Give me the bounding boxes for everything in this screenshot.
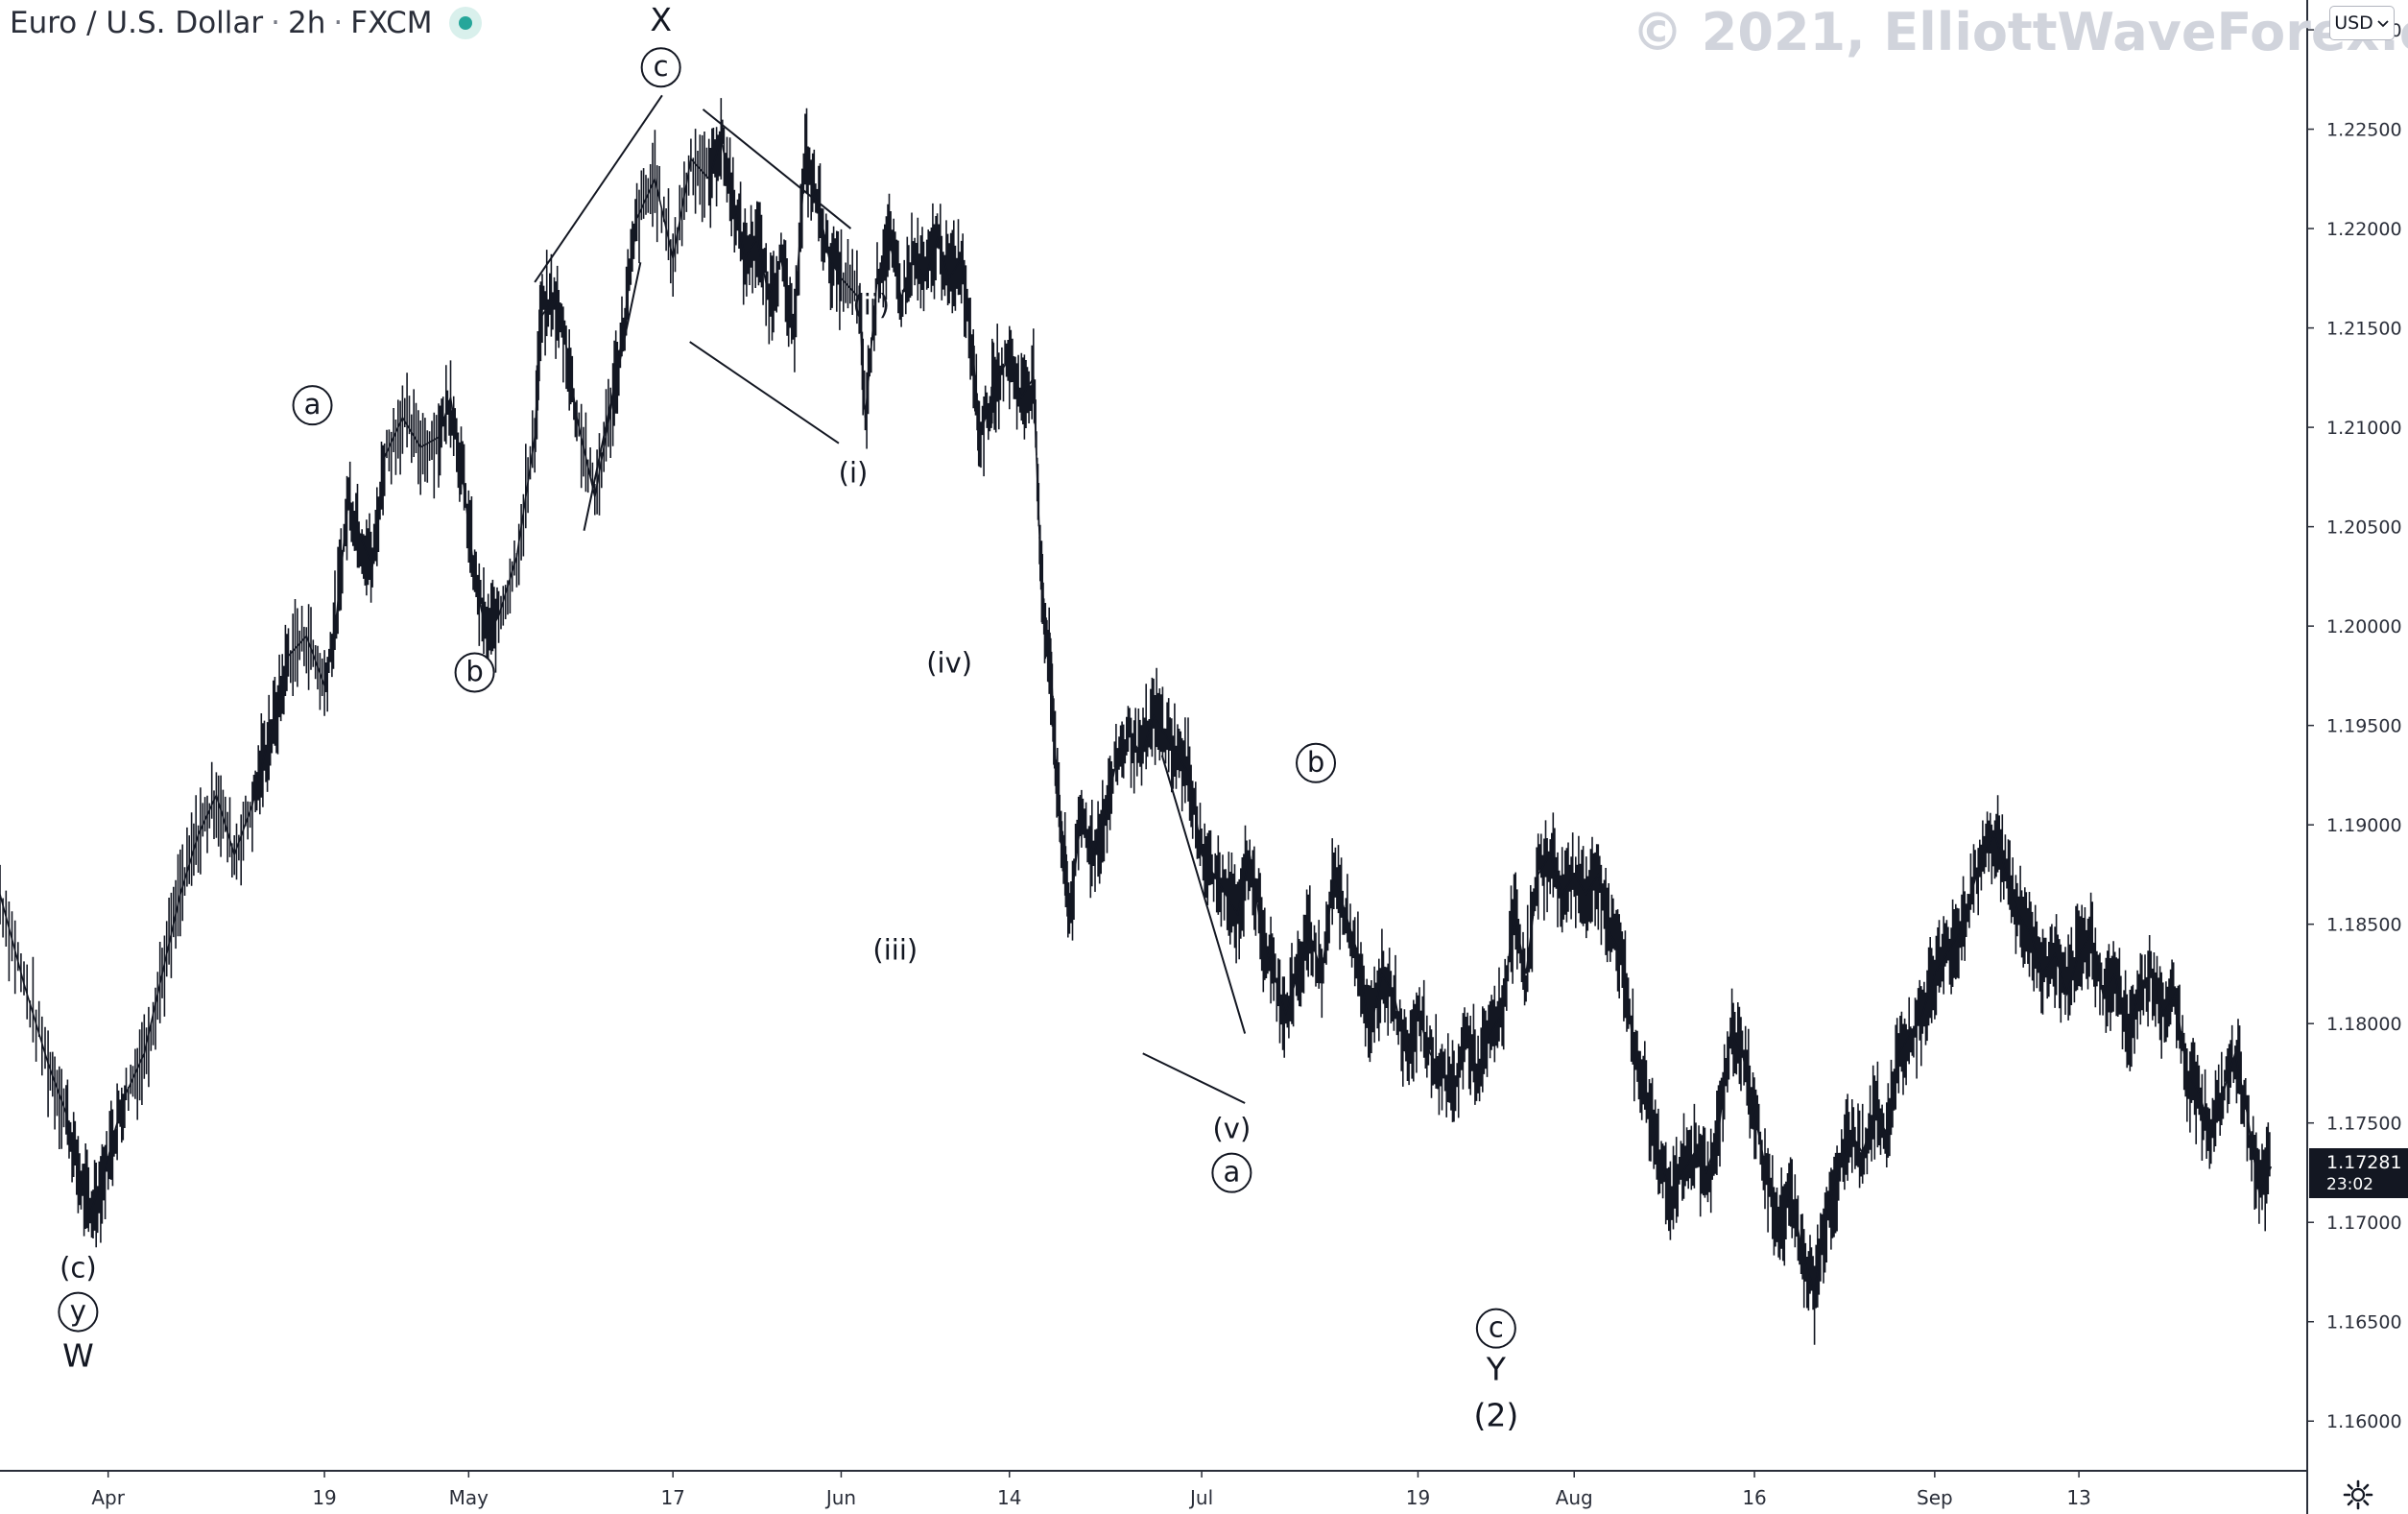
wave-label: (c) <box>60 1252 97 1285</box>
copyright-watermark: © 2021, ElliottWaveForex.com <box>1632 2 2408 62</box>
exchange-label: FXCM <box>350 6 433 40</box>
price-tick-label: 1.20500 <box>2326 517 2402 539</box>
price-series <box>0 98 2273 1345</box>
price-tick-label: 1.22500 <box>2326 120 2402 141</box>
wave-label-text: a <box>1223 1156 1240 1189</box>
wave-label: (iv) <box>926 646 972 679</box>
symbol-header: Euro / U.S. Dollar · 2h · FXCM <box>10 6 483 40</box>
wave-label: b <box>454 652 495 693</box>
trendlines <box>534 94 1247 1104</box>
wave-label: a <box>292 385 333 426</box>
time-tick-label: Sep <box>1917 1486 1953 1509</box>
price-tick-label: 1.17000 <box>2326 1213 2402 1234</box>
wave-label-circle <box>58 1291 99 1333</box>
wave-label: y <box>58 1291 99 1333</box>
interval-label[interactable]: 2h <box>288 6 326 40</box>
wave-label-text: W <box>62 1337 94 1375</box>
last-price-label: 1.17281 <box>2326 1152 2402 1173</box>
wave-label: Y <box>1486 1351 1507 1388</box>
wave-label-text: b <box>465 655 483 687</box>
wave-label-text: y <box>70 1295 86 1328</box>
price-tick-label: 1.18500 <box>2326 915 2402 936</box>
time-tick-label: Apr <box>91 1486 125 1509</box>
time-tick-label: 14 <box>997 1486 1021 1509</box>
price-tick-label: 1.19000 <box>2326 815 2402 836</box>
wave-label-text: c <box>1489 1311 1504 1344</box>
trendline[interactable] <box>534 94 663 283</box>
wave-label: (v) <box>1212 1113 1251 1145</box>
price-tick-label: 1.16000 <box>2326 1411 2402 1432</box>
wave-label-circle <box>640 47 681 88</box>
gear-icon[interactable] <box>2342 1478 2374 1511</box>
price-tick-label: 1.19500 <box>2326 716 2402 737</box>
wave-label-circle <box>1475 1308 1516 1349</box>
wave-label: (2) <box>1473 1397 1518 1434</box>
chevron-down-icon <box>2377 20 2389 28</box>
wave-label-text: (c) <box>60 1252 97 1285</box>
wave-label-text: (iii) <box>872 933 918 966</box>
wave-label: c <box>1475 1308 1516 1349</box>
wave-label-text: (iv) <box>926 646 972 679</box>
price-line <box>0 138 2273 1292</box>
trendline[interactable] <box>1142 1052 1246 1104</box>
trendline[interactable] <box>1160 755 1247 1034</box>
wave-label-text: Y <box>1486 1351 1507 1388</box>
wave-label-text: c <box>654 50 669 83</box>
wave-label: c <box>640 47 681 88</box>
wave-label-text: (v) <box>1212 1113 1251 1145</box>
wave-label-text: (i) <box>839 456 869 489</box>
live-status-icon <box>449 7 483 39</box>
wave-label-text: a <box>304 388 322 421</box>
wave-label: (iii) <box>872 933 918 966</box>
wave-label: (i) <box>839 456 869 489</box>
bar-countdown-label: 23:02 <box>2326 1175 2373 1194</box>
time-tick-label: 16 <box>1742 1486 1766 1509</box>
time-tick-label: 19 <box>312 1486 336 1509</box>
currency-dropdown-button[interactable]: USD <box>2329 6 2395 40</box>
header-separator: · <box>271 6 281 40</box>
wave-label-text: b <box>1307 746 1324 779</box>
price-tick-label: 1.17500 <box>2326 1114 2402 1135</box>
price-tick-label: 1.21500 <box>2326 319 2402 340</box>
price-tick-label: 1.21000 <box>2326 418 2402 439</box>
wave-label-circle <box>454 652 495 693</box>
time-tick-label: May <box>449 1486 489 1509</box>
wave-label: (ii) <box>852 289 890 322</box>
wave-label: b <box>1296 742 1337 783</box>
price-badge: 1.17281 23:02 <box>2309 1148 2408 1198</box>
wave-label-circle <box>292 385 333 426</box>
wave-label: X <box>650 1 672 38</box>
price-tick-label: 1.18000 <box>2326 1014 2402 1035</box>
time-tick-label: 17 <box>660 1486 684 1509</box>
wave-label: W <box>62 1337 94 1375</box>
time-tick-label: Jun <box>824 1486 856 1509</box>
price-tick-label: 1.22000 <box>2326 219 2402 240</box>
trendline[interactable] <box>583 262 642 531</box>
wave-label-text: X <box>650 1 672 38</box>
wave-label: a <box>1211 1152 1252 1193</box>
trendline[interactable] <box>689 341 840 445</box>
wave-label-text: (2) <box>1473 1397 1518 1434</box>
time-tick-label: 19 <box>1406 1486 1430 1509</box>
wave-label-circle <box>1296 742 1337 783</box>
time-tick-label: 13 <box>2066 1486 2090 1509</box>
wave-label-text: (ii) <box>852 289 890 322</box>
price-tick-label: 1.16500 <box>2326 1312 2402 1334</box>
price-tick-label: 1.20000 <box>2326 616 2402 637</box>
price-axis[interactable]: 1.230001.225001.220001.215001.210001.205… <box>2307 20 2402 1432</box>
time-axis[interactable]: Apr 19 May 17 Jun 14 Jul 19 Aug 16 Sep 13 <box>91 1471 2091 1509</box>
symbol-name[interactable]: Euro / U.S. Dollar <box>10 6 264 40</box>
header-separator: · <box>333 6 344 40</box>
time-tick-label: Jul <box>1188 1486 1213 1509</box>
time-tick-label: Aug <box>1556 1486 1593 1509</box>
trendline[interactable] <box>702 108 852 229</box>
currency-label: USD <box>2334 12 2373 34</box>
wave-label-circle <box>1211 1152 1252 1193</box>
